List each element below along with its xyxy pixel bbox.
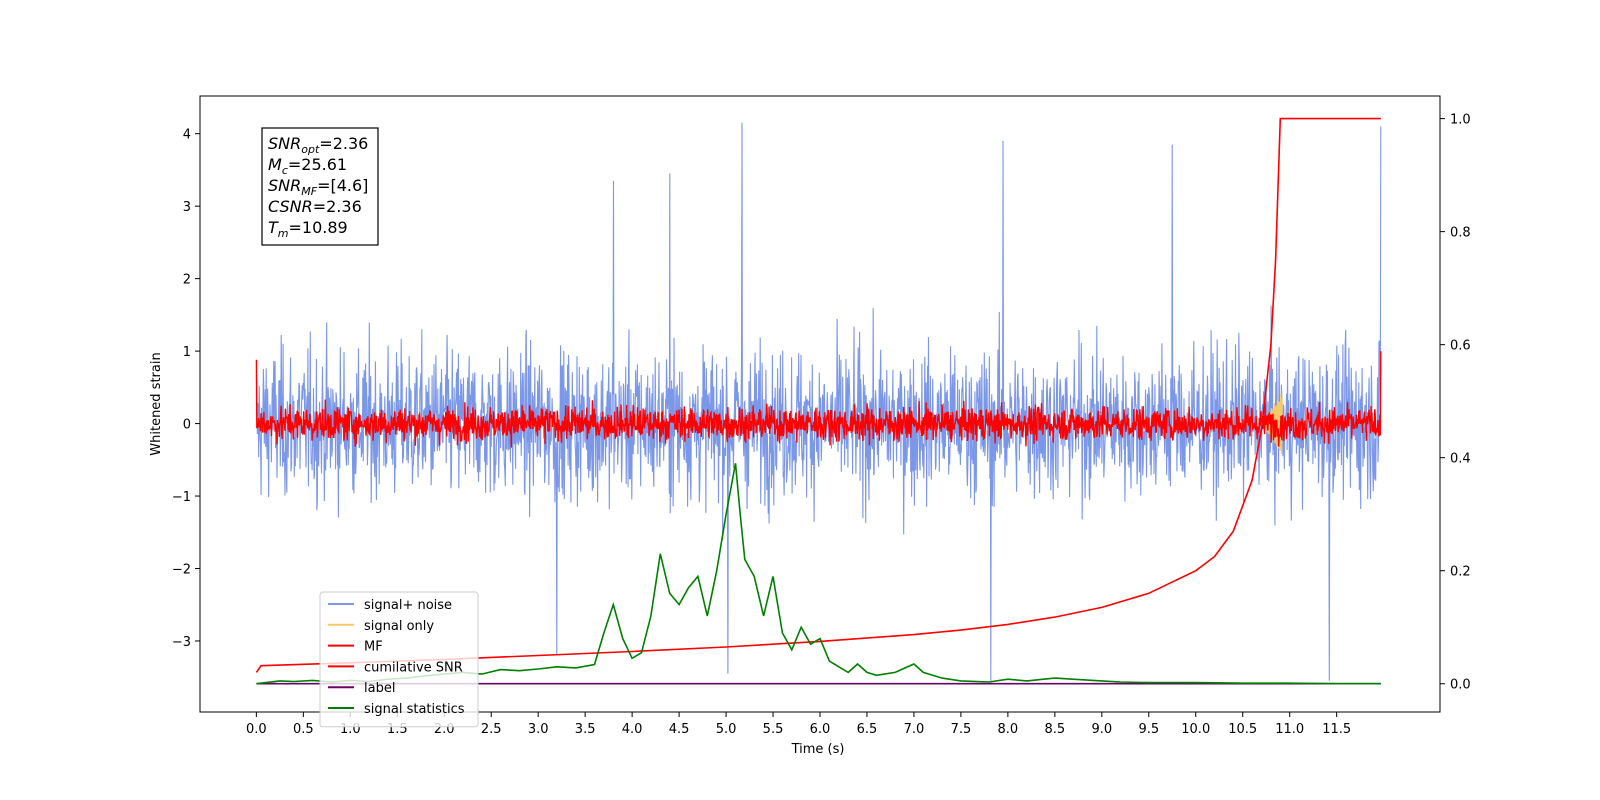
legend-entry-label: cumilative SNR	[364, 660, 463, 675]
left-tick-label: 1	[183, 345, 191, 360]
x-tick-label: 2.5	[481, 722, 502, 737]
info-subscript: c	[282, 164, 288, 177]
info-value: =2.36	[313, 197, 362, 216]
left-axis: −3 −2 −1 0 1 2 3 4	[172, 128, 200, 650]
info-value: =[4.6]	[317, 176, 368, 195]
x-tick-label: 10.0	[1181, 722, 1210, 737]
x-tick-label: 0.5	[293, 722, 314, 737]
info-subscript: m	[278, 227, 289, 240]
left-tick-label: −2	[172, 563, 191, 578]
right-tick-label: 0.0	[1450, 678, 1471, 693]
legend-entry-label: signal only	[364, 619, 434, 634]
legend-frame	[319, 591, 479, 728]
right-tick-label: 0.8	[1450, 226, 1471, 241]
info-symbol: M	[268, 155, 282, 174]
legend-entry-label: label	[364, 681, 395, 696]
legend-entry-label: signal+ noise	[364, 598, 452, 613]
x-tick-label: 6.0	[810, 722, 831, 737]
info-box: SNRopt=2.36Mc=25.61SNRMF=[4.6]CSNR=2.36T…	[261, 127, 379, 246]
info-subscript: MF	[301, 185, 317, 198]
x-tick-label: 7.5	[951, 722, 972, 737]
x-tick-label: 9.0	[1091, 722, 1112, 737]
series-2-line	[255, 351, 1382, 448]
left-tick-label: 0	[183, 418, 191, 433]
left-tick-label: −1	[172, 490, 191, 505]
x-tick-label: 7.0	[904, 722, 925, 737]
right-tick-label: 0.6	[1450, 339, 1471, 354]
right-axis: 0.0 0.2 0.4 0.6 0.8 1.0	[1440, 113, 1471, 693]
series-3-line	[255, 117, 1381, 673]
x-tick-label: 0.0	[246, 722, 267, 737]
x-tick-label: 9.5	[1138, 722, 1159, 737]
info-line-3: CSNR=2.36	[268, 197, 362, 216]
x-tick-label: 3.0	[528, 722, 549, 737]
x-axis-label: Time (s)	[791, 742, 845, 757]
y-axis-label: Whitened strain	[149, 352, 164, 455]
x-tick-label: 11.5	[1322, 722, 1351, 737]
x-tick-label: 4.5	[669, 722, 690, 737]
info-symbol: CSNR	[268, 197, 313, 216]
info-line-4: Tm=10.89	[268, 218, 348, 240]
right-tick-label: 0.2	[1450, 565, 1471, 580]
legend: signal+ noise signal only MF cumilative SNR…	[319, 591, 479, 728]
left-tick-label: 2	[183, 273, 191, 288]
info-line-1: Mc=25.61	[268, 155, 347, 177]
info-subscript: opt	[301, 143, 320, 156]
left-tick-label: 3	[183, 200, 191, 215]
info-line-2: SNRMF=[4.6]	[268, 176, 368, 198]
x-tick-label: 11.0	[1275, 722, 1304, 737]
x-tick-label: 8.5	[1045, 722, 1066, 737]
info-box-frame	[261, 127, 379, 246]
info-symbol: SNR	[268, 134, 301, 153]
right-tick-label: 1.0	[1450, 113, 1471, 128]
left-tick-label: −3	[172, 635, 191, 650]
x-tick-label: 5.5	[763, 722, 784, 737]
series-0-line	[255, 122, 1382, 681]
info-value: =2.36	[319, 134, 368, 153]
x-tick-label: 4.0	[622, 722, 643, 737]
info-value: =10.89	[289, 218, 348, 237]
info-symbol: T	[268, 218, 279, 237]
x-tick-label: 10.5	[1228, 722, 1257, 737]
x-tick-label: 6.5	[857, 722, 878, 737]
info-value: =25.61	[288, 155, 347, 174]
legend-entry-label: MF	[364, 640, 383, 655]
left-tick-label: 4	[183, 128, 191, 143]
info-line-0: SNRopt=2.36	[268, 134, 368, 156]
x-tick-label: 5.0	[716, 722, 737, 737]
x-tick-label: 8.0	[998, 722, 1019, 737]
legend-entry-label: signal statistics	[364, 702, 465, 717]
info-symbol: SNR	[268, 176, 301, 195]
noise-layer	[255, 122, 1382, 681]
x-tick-label: 3.5	[575, 722, 596, 737]
right-tick-label: 0.4	[1450, 452, 1471, 467]
bottom-axis: 0.0 0.5 1.0 1.5 2.0 2.5 3.0 3.5 4.0 4.5 5.0 5.5 6.0 6…	[246, 712, 1351, 737]
